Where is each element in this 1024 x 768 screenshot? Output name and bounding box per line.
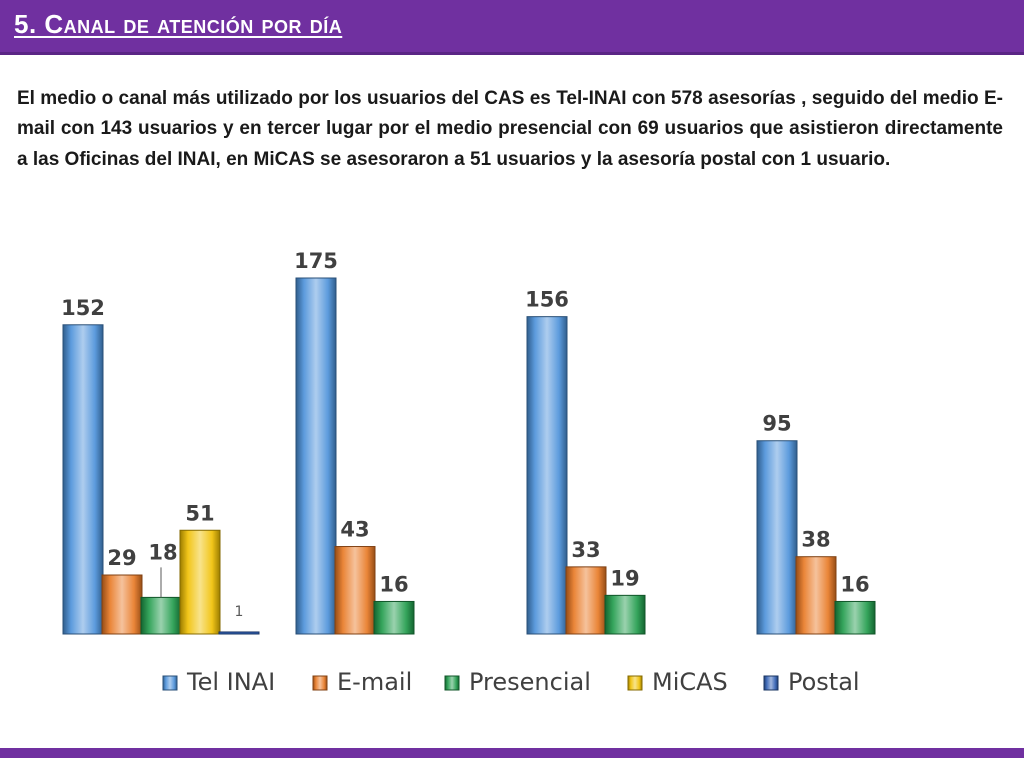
legend-label-postal: Postal <box>788 668 860 696</box>
bar-tel-inai-4 <box>756 440 798 635</box>
data-label-e-mail-1: 29 <box>107 546 136 570</box>
data-label-e-mail-3: 33 <box>571 538 600 562</box>
chart-plot-area: 152 29 18 51 1 175 43 16 156 33 19 95 38 16 <box>61 249 876 635</box>
legend-swatch-presencial <box>444 675 460 691</box>
bar-presencial-2 <box>373 600 415 635</box>
data-label-presencial-1: 18 <box>148 540 177 564</box>
data-label-e-mail-2: 43 <box>340 518 369 542</box>
data-label-tel-inai-3: 156 <box>525 288 569 312</box>
bar-micas-1 <box>179 529 221 635</box>
bar-presencial-1 <box>140 596 182 635</box>
bar-chart: 152 29 18 51 1 175 43 16 156 33 19 95 38 16 Tel INAI E… <box>61 249 876 696</box>
data-label-presencial-2: 16 <box>379 572 408 596</box>
legend-swatch-postal <box>763 675 779 691</box>
description-text: El medio o canal más utilizado por los u… <box>17 88 1003 170</box>
legend-swatch-micas <box>627 675 643 691</box>
legend-label-tel-inai: Tel INAI <box>186 668 275 696</box>
legend-label-presencial: Presencial <box>469 668 591 696</box>
data-label-tel-inai-1: 152 <box>61 296 105 320</box>
legend-label-micas: MiCAS <box>652 668 728 696</box>
data-label-presencial-3: 19 <box>610 566 639 590</box>
title-bar: 5. Canal de atención por día <box>0 0 1024 55</box>
bar-tel-inai-1 <box>62 324 104 635</box>
data-label-presencial-4: 16 <box>840 572 869 596</box>
bar-presencial-3 <box>604 594 646 635</box>
bar-e-mail-3 <box>565 566 607 635</box>
bar-e-mail-1 <box>101 574 143 635</box>
data-label-tel-inai-4: 95 <box>762 412 791 436</box>
legend-swatch-e-mail <box>312 675 328 691</box>
data-label-tel-inai-2: 175 <box>294 249 338 273</box>
legend-label-e-mail: E-mail <box>337 668 412 696</box>
bar-postal-1 <box>218 631 260 635</box>
bottom-bar <box>0 748 1024 758</box>
slide-title: 5. Canal de atención por día <box>14 9 343 39</box>
bar-e-mail-2 <box>334 546 376 635</box>
data-label-e-mail-4: 38 <box>801 528 830 552</box>
bar-tel-inai-3 <box>526 316 568 635</box>
data-label-postal-1: 1 <box>235 604 244 620</box>
chart-legend: Tel INAI E-mail Presencial MiCAS Postal <box>162 668 860 696</box>
bar-tel-inai-2 <box>295 277 337 635</box>
legend-swatch-tel-inai <box>162 675 178 691</box>
data-label-micas-1: 51 <box>185 501 214 525</box>
bar-e-mail-4 <box>795 556 837 635</box>
bar-presencial-4 <box>834 600 876 635</box>
